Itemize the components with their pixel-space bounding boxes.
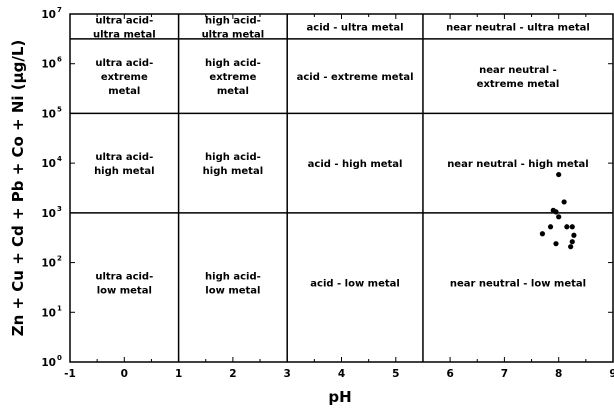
zone-label-line: ultra metal bbox=[93, 29, 156, 40]
x-tick-label: 3 bbox=[284, 368, 291, 380]
x-tick-label: 5 bbox=[392, 368, 399, 380]
data-point bbox=[547, 224, 554, 230]
y-tick-exponent: 1 bbox=[57, 304, 62, 312]
zone-label: ultra acid-high metal bbox=[94, 152, 154, 177]
zone-label: high acid-extreme metal bbox=[205, 58, 261, 97]
zone-label-line: ultra acid- bbox=[95, 152, 153, 163]
x-tick-label: 0 bbox=[121, 368, 128, 380]
zone-label-line: extreme bbox=[209, 72, 256, 83]
zone-label: near neutral - extreme metal bbox=[477, 65, 560, 90]
zone-boundaries bbox=[70, 14, 613, 362]
zone-label: near neutral - high metal bbox=[447, 159, 589, 170]
zone-label-line: extreme metal bbox=[477, 79, 560, 90]
zone-label: ultra acid-ultra metal bbox=[93, 15, 156, 40]
data-point bbox=[539, 231, 546, 237]
zone-label-line: high acid- bbox=[205, 271, 261, 282]
x-axis-title: pH bbox=[328, 388, 351, 406]
y-tick-label: 10 bbox=[41, 9, 56, 21]
zone-label: high acid-ultra metal bbox=[202, 15, 265, 40]
zone-label-line: low metal bbox=[205, 285, 260, 296]
x-tick-label: 2 bbox=[229, 368, 236, 380]
data-point bbox=[561, 199, 567, 205]
y-axis-title: Zn + Cu + Cd + Pb + Co + Ni (μg/L) bbox=[9, 40, 27, 337]
zone-label: high acid-high metal bbox=[203, 152, 263, 177]
y-tick-label: 10 bbox=[41, 158, 56, 170]
y-tick-label: 10 bbox=[41, 307, 56, 319]
y-tick-exponent: 5 bbox=[57, 105, 62, 113]
data-point bbox=[553, 209, 559, 215]
zone-label: acid - low metal bbox=[310, 278, 400, 289]
data-point bbox=[569, 239, 575, 245]
data-point bbox=[571, 232, 577, 238]
x-tick-label: 8 bbox=[555, 368, 562, 380]
y-tick-label: 10 bbox=[41, 108, 56, 120]
zone-label-line: ultra acid- bbox=[95, 15, 153, 26]
zone-label: ultra acid-extreme metal bbox=[95, 58, 153, 97]
x-tick-label: 7 bbox=[501, 368, 508, 380]
y-tick-exponent: 2 bbox=[57, 255, 62, 263]
y-tick-label: 10 bbox=[41, 258, 56, 270]
zone-label: ultra acid-low metal bbox=[95, 271, 153, 296]
y-tick-exponent: 7 bbox=[57, 6, 62, 14]
x-tick-label: -1 bbox=[64, 368, 76, 380]
x-tick-label: 9 bbox=[609, 368, 614, 380]
y-tick-exponent: 4 bbox=[57, 155, 62, 163]
zone-label: near neutral - low metal bbox=[450, 278, 586, 289]
y-tick-label: 10 bbox=[41, 59, 56, 71]
zone-label: acid - ultra metal bbox=[307, 22, 404, 33]
zone-label-line: ultra metal bbox=[202, 29, 265, 40]
zone-label-line: acid - high metal bbox=[308, 159, 403, 170]
data-point bbox=[556, 214, 562, 220]
data-point bbox=[553, 241, 559, 247]
zone-label-line: ultra acid- bbox=[95, 58, 153, 69]
zone-label: near neutral - ultra metal bbox=[446, 22, 590, 33]
y-tick-label: 10 bbox=[41, 208, 56, 220]
zone-label-line: metal bbox=[108, 86, 140, 97]
data-points bbox=[539, 171, 577, 250]
zone-label-line: acid - ultra metal bbox=[307, 22, 404, 33]
zone-label-line: metal bbox=[217, 86, 249, 97]
zone-label: acid - extreme metal bbox=[297, 72, 414, 83]
zone-label-line: near neutral - bbox=[479, 65, 557, 76]
zone-label-line: near neutral - ultra metal bbox=[446, 22, 590, 33]
zone-label: high acid-low metal bbox=[205, 271, 261, 296]
zone-label-line: high acid- bbox=[205, 58, 261, 69]
zone-label-line: high metal bbox=[203, 166, 263, 177]
zone-label-line: high acid- bbox=[205, 152, 261, 163]
y-tick-label: 10 bbox=[41, 357, 56, 369]
y-tick-exponent: 3 bbox=[57, 205, 62, 213]
x-tick-label: 4 bbox=[338, 368, 345, 380]
zone-label-line: high metal bbox=[94, 166, 154, 177]
zone-label-line: low metal bbox=[97, 285, 152, 296]
zone-label-line: acid - extreme metal bbox=[297, 72, 414, 83]
zone-label-line: near neutral - low metal bbox=[450, 278, 586, 289]
y-tick-exponent: 0 bbox=[57, 354, 62, 362]
x-tick-label: 1 bbox=[175, 368, 182, 380]
data-point bbox=[568, 244, 574, 250]
zone-label-line: high acid- bbox=[205, 15, 261, 26]
zone-label-line: acid - low metal bbox=[310, 278, 400, 289]
zone-label-line: extreme bbox=[101, 72, 148, 83]
data-point bbox=[569, 224, 575, 230]
x-tick-label: 6 bbox=[446, 368, 453, 380]
zone-label-line: near neutral - high metal bbox=[447, 159, 589, 170]
data-point bbox=[556, 171, 562, 178]
y-tick-exponent: 6 bbox=[57, 56, 62, 64]
zone-label-line: ultra acid- bbox=[95, 271, 153, 282]
data-point bbox=[564, 224, 570, 230]
zone-label: acid - high metal bbox=[308, 159, 403, 170]
